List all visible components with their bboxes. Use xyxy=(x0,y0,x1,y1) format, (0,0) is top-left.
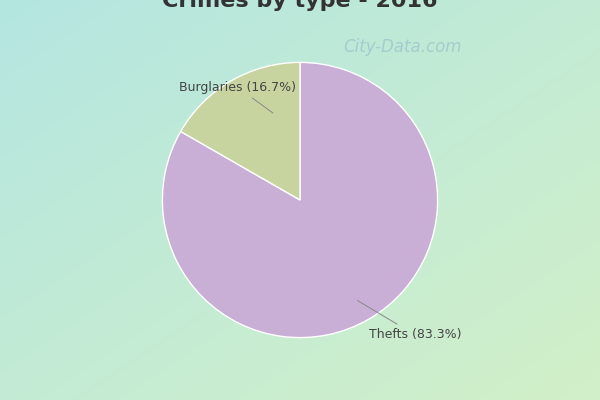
Wedge shape xyxy=(181,62,300,200)
Text: Thefts (83.3%): Thefts (83.3%) xyxy=(358,300,461,341)
Text: Burglaries (16.7%): Burglaries (16.7%) xyxy=(179,81,296,113)
Text: City-Data.com: City-Data.com xyxy=(343,38,461,56)
Title: Crimes by type - 2016: Crimes by type - 2016 xyxy=(162,0,438,11)
Wedge shape xyxy=(163,62,437,338)
